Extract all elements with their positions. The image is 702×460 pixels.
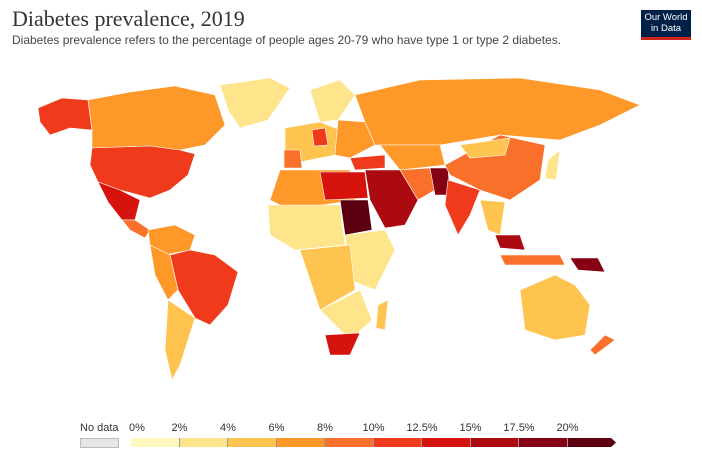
region-mongolia[interactable] — [459, 137, 511, 159]
region-turkey[interactable] — [349, 154, 386, 171]
region-brazil[interactable] — [169, 249, 239, 326]
legend-tick-label: 8% — [317, 422, 333, 434]
legend-tick-label: 12.5% — [406, 422, 438, 434]
chart-title: Diabetes prevalence, 2019 — [12, 6, 245, 31]
region-papua-new-guinea[interactable] — [569, 257, 606, 273]
region-eastern-europe[interactable] — [334, 119, 376, 159]
region-india[interactable] — [444, 179, 481, 236]
legend-tick-label: 6% — [268, 422, 285, 434]
owid-logo[interactable]: Our World in Data — [641, 10, 691, 40]
region-argentina-chile[interactable] — [164, 299, 196, 381]
region-southeast-asia[interactable] — [479, 199, 506, 236]
region-south-africa[interactable] — [324, 332, 361, 356]
legend-bin[interactable] — [422, 438, 471, 447]
region-australia[interactable] — [519, 274, 591, 341]
logo-line2: in Data — [650, 23, 682, 34]
legend-bin[interactable] — [373, 438, 422, 447]
legend-bin[interactable] — [519, 438, 568, 447]
legend-tick-label: 20% — [556, 422, 579, 434]
chart-subtitle: Diabetes prevalence refers to the percen… — [12, 33, 562, 47]
region-peru-bolivia[interactable] — [149, 244, 179, 301]
legend-tick-label: 0% — [129, 422, 145, 434]
region-china[interactable] — [444, 134, 546, 201]
region-central-america[interactable] — [121, 219, 151, 239]
legend-bin[interactable] — [228, 438, 277, 447]
region-libya-egypt[interactable] — [319, 171, 369, 201]
region-canada[interactable] — [87, 85, 226, 151]
world-map — [37, 77, 641, 381]
legend-bin[interactable] — [470, 438, 519, 447]
region-iberia[interactable] — [283, 149, 303, 169]
region-southern-africa[interactable] — [319, 289, 373, 341]
logo-line1: Our World — [644, 12, 688, 23]
legend-tick-label: 2% — [171, 422, 188, 434]
region-malaysia[interactable] — [494, 234, 526, 251]
region-madagascar[interactable] — [375, 299, 389, 331]
legend-no-data-swatch[interactable] — [80, 438, 119, 448]
legend-tick-label: 15% — [459, 422, 482, 434]
region-central-africa[interactable] — [299, 244, 356, 311]
legend-tick-label: 10% — [362, 422, 385, 434]
region-west-africa[interactable] — [267, 204, 346, 251]
region-germany[interactable] — [311, 127, 329, 147]
legend-bin[interactable] — [325, 438, 374, 447]
legend-no-data-label: No data — [80, 422, 119, 434]
legend-bin[interactable] — [567, 438, 616, 447]
region-indonesia[interactable] — [499, 254, 566, 266]
legend-bin[interactable] — [276, 438, 325, 447]
region-alaska[interactable] — [37, 97, 93, 136]
region-scandinavia[interactable] — [309, 79, 356, 123]
legend-bin[interactable] — [131, 438, 180, 447]
legend-tick-label: 17.5% — [503, 422, 535, 434]
region-greenland[interactable] — [219, 77, 291, 129]
region-kazakhstan[interactable] — [379, 144, 446, 171]
region-russia[interactable] — [354, 77, 641, 146]
legend: No data 0% 2% 4% 6% 8% 10% 12.5% 15% 17.5% 20% — [0, 420, 702, 460]
region-usa[interactable] — [89, 145, 196, 199]
region-new-zealand[interactable] — [589, 334, 616, 356]
region-sudan[interactable] — [339, 199, 373, 236]
region-japan[interactable] — [544, 149, 561, 181]
legend-bin[interactable] — [179, 438, 228, 447]
legend-tick-label: 4% — [220, 422, 236, 434]
